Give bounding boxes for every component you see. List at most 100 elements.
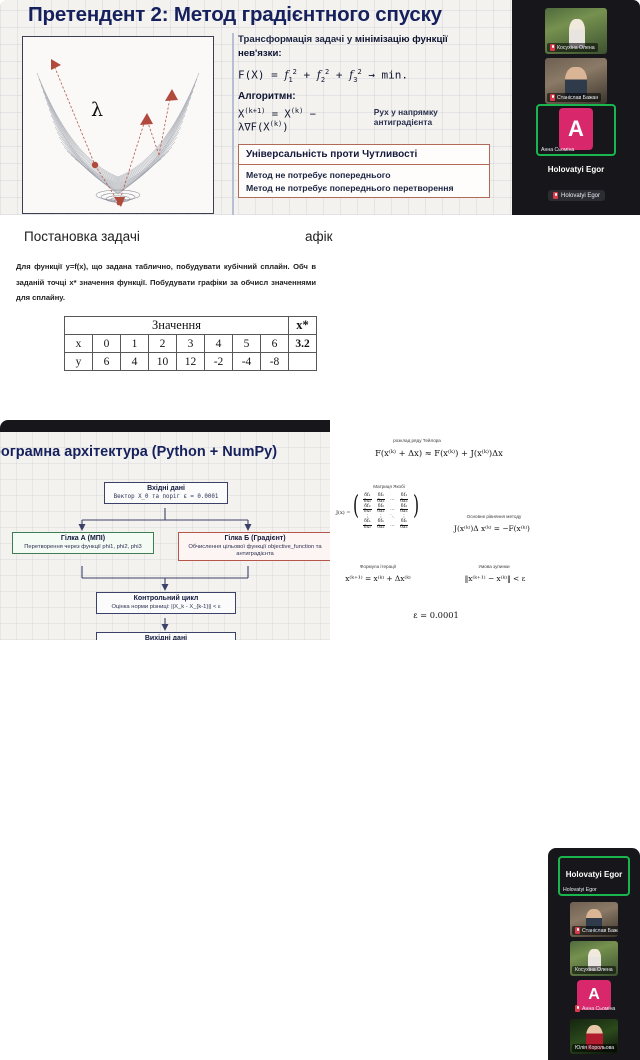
participant-name: Станіслав Бажан [557,94,599,101]
participant-avatar: A [559,108,593,150]
row-label-x: x [64,334,93,353]
architecture-title: рограмна архітектура (Python + NumPy) [0,444,278,460]
flow-node-body: Перетворення через функції phi1, phi2, p… [24,543,142,550]
participant-tile-kosukhina[interactable]: Косухіна Олена [570,941,618,976]
participant-namebar: Holovatyi Egor [560,886,600,894]
gradient-descent-surface-figure: λ [22,36,214,214]
participant-namebar: Станіслав Бажан [572,926,618,935]
comparison-box: Універсальність проти Чутливості Метод н… [238,143,490,198]
flow-node-head: Гілка А (МПІ) [60,535,106,542]
self-participant-chip[interactable]: Holovatyi Egor [548,190,606,201]
jacobian-label: Матриця Якобі [373,484,405,489]
jacobian-cell: δf₂ δxₙ [399,503,409,515]
stop-condition-label: Умова зупинки [478,564,510,569]
values-title: Значення [64,316,289,335]
iteration-row: X(k+1) = X(k) − λ∇F(X(k)) Рух у напрямку… [238,107,490,134]
paren-close: ) [412,490,419,521]
active-speaker-label: Holovatyi Egor [547,165,605,174]
comparison-heading: Універсальність проти Чутливості [239,145,489,165]
cell-x-4: 4 [204,334,233,353]
cell-x-3: 3 [176,334,205,353]
xstar-value: 3.2 [288,334,317,353]
comparison-line-2: Метод не потребує попереднього перетворе… [246,182,454,193]
participant-panel-bottom: Holovatyi Egor Holovatyi Egor Станіслав … [548,848,640,1060]
cell-y-3: 12 [176,352,205,371]
values-table: Значення x* x 0 1 2 3 4 5 6 3.2 y 6 4 10… [64,316,317,371]
jacobian-cell: δf₁ δxₙ [399,493,409,504]
participant-name: Косухіна Олена [575,967,613,973]
jacobian-matrix: J(x) =( δf₁ δx₁ δf₁ δx₂ … δf₁ δxₙ δf₂ δx₁ δf₂ δx₂… [336,490,421,531]
participant-tile-somina[interactable]: A Анна Сьоміна [570,980,618,1015]
mic-muted-icon [550,44,555,51]
transform-text: Трансформація задачі у [238,34,355,45]
participant-namebar: Косухіна Олена [547,43,598,52]
jacobian-cell: ⋱ [390,515,395,521]
top-slide-region: Претендент 2: Метод градієнтного спуску [0,0,640,215]
participant-namebar: Косухіна Олена [572,966,616,974]
cell-y-2: 10 [148,352,177,371]
iteration-equation: X(k+1) = X(k) − λ∇F(X(k)) [238,106,317,134]
participant-tile-active-holovatyi[interactable]: Holovatyi Egor Holovatyi Egor [558,856,630,896]
vertical-divider [232,33,234,215]
transform-paragraph: Трансформація задачі у мінімізацію функц… [238,33,490,61]
mic-muted-icon [575,927,580,934]
top-slide-text-column: Трансформація задачі у мінімізацію функц… [238,33,490,198]
flow-connectors [78,508,252,631]
flow-node-head: Гілка Б (Градієнт) [224,535,286,542]
flow-node-head: Контрольний цикл [133,595,199,602]
participant-tile-korolova[interactable]: Юлія Корольова [570,1019,618,1054]
flow-node-body: Обчислення цільової функції objective_fu… [188,543,322,557]
xstar-header: x* [288,316,317,335]
cell-y-0: 6 [92,352,121,371]
flow-node-input: Вхідні дані Вектор X_0 та поріг ε = 0.00… [104,482,228,504]
cell-x-5: 5 [232,334,261,353]
mic-muted-icon [575,1005,580,1012]
self-participant-name: Holovatyi Egor [561,192,601,199]
flow-node-branch-a: Гілка А (МПІ) Перетворення через функції… [12,532,154,554]
newton-method-panel: розклад ряду Тейлора F(x⁽ᵏ⁾ + Δx) ≈ F(x⁽… [330,432,548,640]
participant-tile-kosukhina[interactable]: Косухіна Олена [545,8,607,54]
participant-panel-top: Косухіна Олена Станіслав Бажан A Анна Сь… [512,0,640,215]
participant-name: Анна Сьоміна [582,1005,616,1012]
participant-namebar: Станіслав Бажан [547,93,602,102]
cell-y-4: -2 [204,352,233,371]
slide-top-bar [0,420,330,434]
jacobian-cell: … [390,523,395,529]
participant-tile-somina[interactable]: A Анна Сьоміна [536,104,616,156]
flow-node-body: Оцінка норми різниці: ||X_k - X_{k-1}|| … [111,603,221,610]
row-label-y: y [64,352,93,371]
stop-condition: ‖x⁽ᵏ⁺¹⁾ − x⁽ᵏ⁾‖ < ε [464,574,526,583]
cell-x-2: 2 [148,334,177,353]
participant-namebar: Анна Сьоміна [538,146,577,154]
architecture-slide-canvas: рограмна архітектура (Python + NumPy) Вх… [0,432,330,640]
mic-muted-icon [550,94,555,101]
flow-node-head: Вихідні дані [144,635,188,640]
jacobian-cell: δfₙ δxₙ [399,519,409,531]
jacobian-row: δfₙ δx₁ δfₙ δx₂ … δfₙ δxₙ [361,519,411,531]
self-participant-name: Holovatyi Egor [563,887,597,893]
participant-tile-bazhan[interactable]: Станіслав Бажан [545,58,607,104]
jacobian-cell: ⋮ [365,515,370,521]
participant-name: Станіслав Бажан [582,927,618,934]
participant-namebar: Юлія Корольова [572,1044,618,1052]
participant-name: Юлія Корольова [575,1045,615,1051]
active-speaker-label: Holovatyi Egor [565,870,623,879]
table-row-header: Значення x* [64,316,317,335]
top-slide-canvas: Претендент 2: Метод градієнтного спуску [0,0,512,215]
flow-node-head: Вхідні дані [147,485,185,492]
jacobian-row: δf₁ δx₁ δf₁ δx₂ … δf₁ δxₙ [361,493,411,505]
participant-tile-bazhan[interactable]: Станіслав Бажан [570,902,618,937]
jacobian-cell: ⋮ [401,515,407,521]
comparison-body: Метод не потребує попереднього Метод не … [239,165,489,197]
participant-namebar: Анна Сьоміна [572,1004,618,1013]
jacobian-cell: ⋮ [378,515,384,521]
comparison-line-1: Метод не потребує попереднього [246,169,391,180]
mic-muted-icon [553,192,558,199]
jacobian-lhs: J(x) = [336,509,351,516]
jacobian-cell: δfₙ δx₂ [376,519,386,531]
document-region: Постановка задачі афік Для функції y=f(x… [0,215,640,623]
taylor-equation: F(x⁽ᵏ⁾ + Δx) ≈ F(x⁽ᵏ⁾) + J(x⁽ᵏ⁾)Δx [375,448,503,458]
iteration-formula: x⁽ᵏ⁺¹⁾ = x⁽ᵏ⁾ + Δx⁽ᵏ⁾ [345,574,411,583]
document-heading: Постановка задачі [24,229,140,244]
